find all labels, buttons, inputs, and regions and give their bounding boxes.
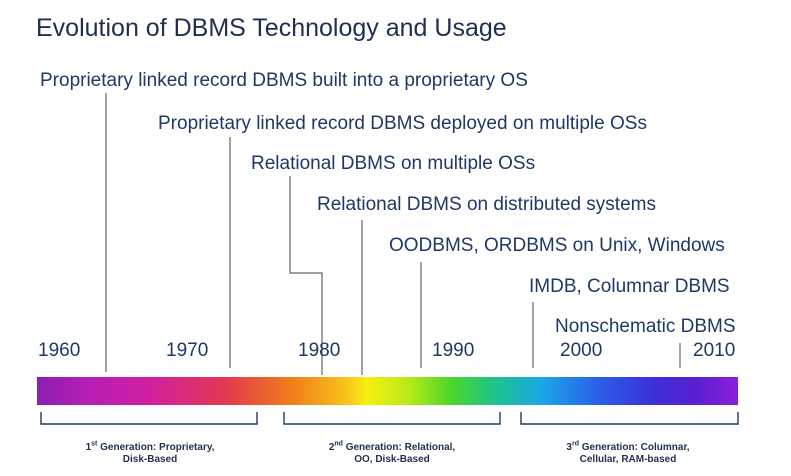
event-oodbms-ordbms: OODBMS, ORDBMS on Unix, Windows [389, 235, 725, 256]
year-label-2000: 2000 [560, 340, 603, 361]
generation-line1: Generation: Columnar, [581, 442, 690, 453]
generation-label-1: 1st Generation: Proprietary, Disk-Based [50, 440, 250, 466]
generation-line1: Generation: Proprietary, [100, 442, 215, 453]
generation-suffix: st [91, 440, 98, 448]
generation-suffix: nd [334, 440, 343, 448]
generation-bracket-2 [283, 412, 501, 425]
year-label-1990: 1990 [432, 340, 475, 361]
generation-line2: Cellular, RAM-based [579, 454, 677, 465]
leader-line-3 [289, 176, 323, 375]
timeline-spectrum-bar [37, 377, 738, 405]
event-proprietary-os: Proprietary linked record DBMS built int… [40, 70, 528, 91]
event-nonschematic: Nonschematic DBMS [555, 316, 736, 337]
generation-suffix: rd [571, 440, 579, 448]
generation-ordinal: 3 [566, 442, 572, 453]
generation-label-2: 2nd Generation: Relational, OO, Disk-Bas… [292, 440, 492, 466]
event-relational-distributed: Relational DBMS on distributed systems [317, 194, 656, 215]
generation-bracket-3 [520, 412, 739, 425]
generation-line2: Disk-Based [122, 454, 178, 465]
event-imdb-columnar: IMDB, Columnar DBMS [529, 276, 730, 297]
year-label-1960: 1960 [38, 340, 81, 361]
year-label-1980: 1980 [298, 340, 341, 361]
generation-ordinal: 2 [328, 442, 335, 453]
generation-bracket-1 [40, 412, 258, 425]
year-label-2010: 2010 [693, 340, 736, 361]
event-relational-multi-os: Relational DBMS on multiple OSs [251, 153, 536, 174]
event-proprietary-multi-os: Proprietary linked record DBMS deployed … [158, 113, 647, 134]
page-title: Evolution of DBMS Technology and Usage [36, 14, 507, 42]
generation-ordinal: 1 [85, 442, 92, 453]
generation-line1: Generation: Relational, [345, 442, 456, 453]
generation-line2: OO, Disk-Based [354, 454, 430, 465]
year-label-1970: 1970 [166, 340, 209, 361]
generation-label-3: 3rd Generation: Columnar, Cellular, RAM-… [528, 440, 728, 466]
